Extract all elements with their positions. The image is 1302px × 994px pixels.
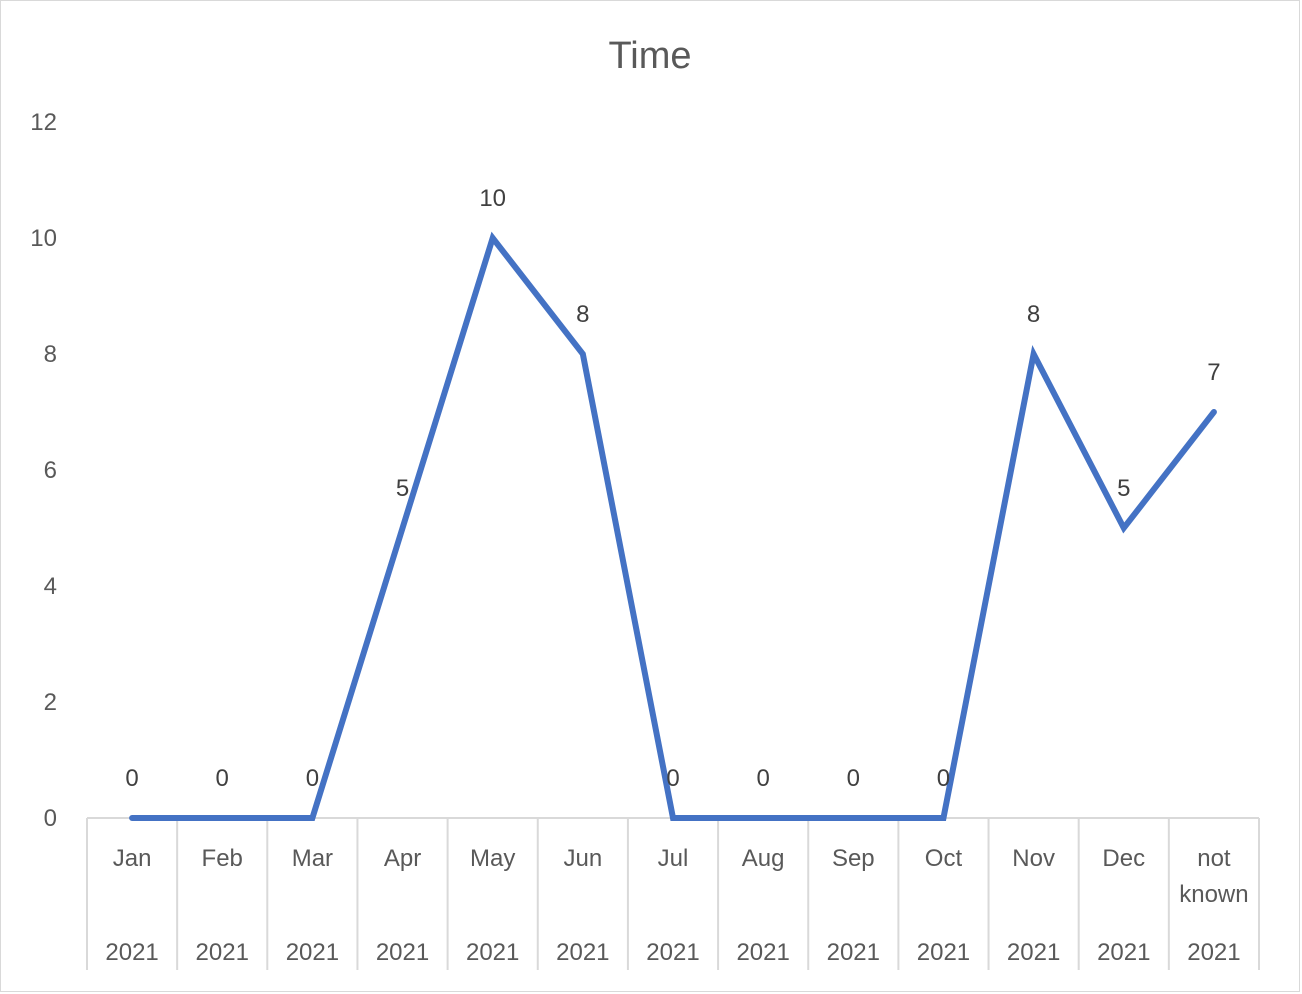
x-group-label: 2021	[376, 939, 429, 966]
x-tick-label: May	[470, 845, 515, 872]
x-tick-label: Oct	[925, 845, 963, 872]
x-tick-label: not	[1197, 845, 1231, 872]
x-group-label: 2021	[736, 939, 789, 966]
x-group-label: 2021	[917, 939, 970, 966]
data-label: 0	[216, 765, 229, 792]
data-label: 5	[396, 475, 409, 502]
x-group-label: 2021	[466, 939, 519, 966]
x-group-label: 2021	[1007, 939, 1060, 966]
x-tick-label: Nov	[1012, 845, 1055, 872]
axes: 0 2 4 6 8 10 12 Jan 2021 Feb 2021 Mar 2021 Apr 2021 May…	[30, 109, 1260, 970]
x-tick-label: Jan	[113, 845, 152, 872]
x-group-label: 2021	[1187, 939, 1240, 966]
y-tick-label: 2	[44, 689, 57, 716]
x-group-label: 2021	[827, 939, 880, 966]
data-label: 0	[937, 765, 950, 792]
y-tick-label: 4	[44, 573, 57, 600]
data-label: 7	[1207, 359, 1220, 386]
data-labels: 0 0 0 5 10 8 0 0 0 0 8 5 7	[125, 185, 1220, 792]
data-label: 0	[306, 765, 319, 792]
chart-title: Time	[608, 35, 691, 77]
data-label: 5	[1117, 475, 1130, 502]
data-label: 0	[756, 765, 769, 792]
x-tick-label: Apr	[384, 845, 421, 872]
x-group-label: 2021	[286, 939, 339, 966]
y-tick-label: 8	[44, 341, 57, 368]
x-tick-label: Feb	[202, 845, 243, 872]
y-tick-label: 6	[44, 457, 57, 484]
x-group-label: 2021	[556, 939, 609, 966]
x-tick-label: Sep	[832, 845, 875, 872]
series-line	[129, 231, 1217, 821]
data-label: 0	[666, 765, 679, 792]
x-tick-label: Aug	[742, 845, 785, 872]
data-label: 8	[576, 301, 589, 328]
x-group-label: 2021	[1097, 939, 1150, 966]
y-tick-label: 0	[44, 805, 57, 832]
x-group-label: 2021	[646, 939, 699, 966]
y-tick-label: 12	[30, 109, 57, 136]
data-label: 0	[847, 765, 860, 792]
x-tick-label: Dec	[1102, 845, 1145, 872]
data-label: 10	[479, 185, 506, 212]
series-line-path	[129, 231, 1217, 821]
x-group-label: 2021	[196, 939, 249, 966]
x-tick-label: Jul	[658, 845, 689, 872]
y-tick-label: 10	[30, 225, 57, 252]
data-label: 0	[125, 765, 138, 792]
x-tick-label: known	[1179, 881, 1248, 908]
x-tick-label: Jun	[563, 845, 602, 872]
x-tick-label: Mar	[292, 845, 333, 872]
x-group-label: 2021	[105, 939, 158, 966]
data-label: 8	[1027, 301, 1040, 328]
